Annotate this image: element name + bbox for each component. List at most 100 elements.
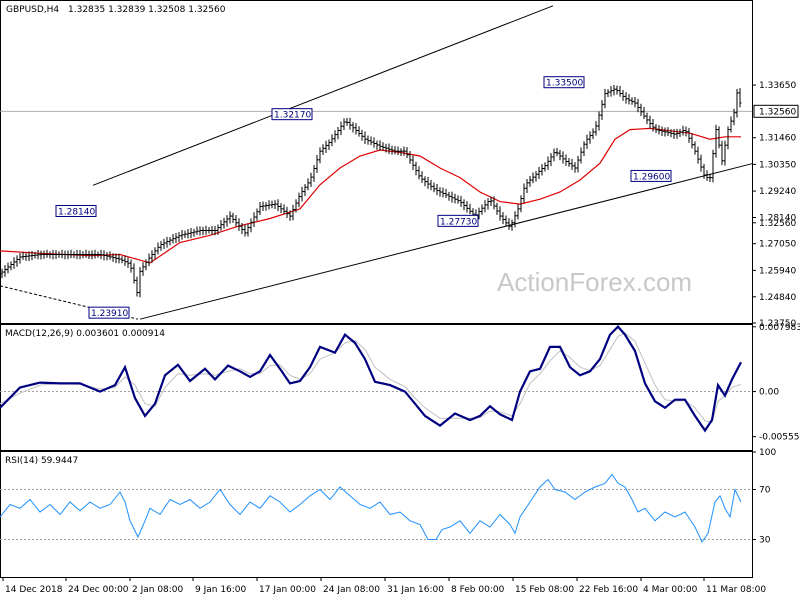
price-bar (267, 200, 271, 210)
price-bar (522, 183, 526, 204)
price-tick-label: 1.29240 (759, 187, 796, 197)
price-bar (393, 145, 397, 155)
macd-tick-label: -0.005559 (759, 433, 800, 443)
price-bar (138, 267, 142, 298)
price-bar (699, 154, 703, 172)
price-bar (288, 210, 292, 221)
price-bar (681, 125, 685, 136)
price-bar (186, 229, 190, 239)
rsi-tick-label: 100 (759, 448, 776, 458)
watermark: ActionForex.com (497, 267, 692, 297)
price-bar (24, 252, 28, 261)
price-bar (84, 249, 88, 258)
price-bar (660, 126, 664, 137)
price-bar (447, 191, 451, 201)
price-bar (156, 242, 160, 255)
price-bar (150, 250, 154, 263)
price-bar (510, 219, 514, 231)
price-bar (168, 237, 172, 246)
price-bar (420, 171, 424, 183)
price-bar (543, 162, 547, 172)
price-bar (120, 256, 124, 264)
price-bar (75, 249, 79, 260)
price-bar (135, 276, 139, 297)
price-bar (99, 249, 103, 260)
price-bar (354, 123, 358, 135)
price-bar (279, 203, 283, 213)
rsi-line (0, 473, 742, 544)
price-bar (105, 252, 109, 261)
price-bar (132, 263, 136, 284)
price-bar (567, 158, 571, 167)
price-bar (9, 261, 13, 271)
price-bar (600, 100, 604, 120)
price-bar (642, 106, 646, 120)
price-bar (147, 253, 151, 267)
price-bar (6, 262, 10, 274)
price-bar (714, 124, 718, 158)
price-bar (492, 196, 496, 210)
channel-lower-line (139, 163, 753, 320)
price-bar (66, 250, 70, 260)
x-tick-label: 24 Jan 08:00 (323, 585, 380, 595)
price-bar (165, 236, 169, 248)
x-tick-label: 11 Mar 08:00 (706, 585, 766, 595)
price-annotation-box (630, 169, 672, 182)
price-tick-label: 1.27050 (759, 240, 796, 250)
price-bar (534, 171, 538, 182)
price-bar (270, 200, 274, 209)
channel-upper-line (92, 5, 554, 186)
price-bar (153, 247, 157, 260)
macd-layer (0, 324, 752, 433)
price-bar (96, 251, 100, 258)
price-bar (402, 146, 406, 156)
price-bar (306, 178, 310, 191)
price-bar (18, 253, 22, 264)
price-bar (552, 148, 556, 162)
price-bar (717, 126, 721, 149)
ohlc-readout: 1.32835 1.32839 1.32508 1.32560 (68, 5, 226, 15)
price-bar (378, 140, 382, 151)
price-annotation-label: 1.23910 (91, 309, 128, 319)
rsi-tick-label: 70 (759, 486, 771, 496)
price-bar (408, 151, 412, 164)
price-bar (282, 204, 286, 215)
price-bar (453, 193, 457, 204)
price-bar (444, 188, 448, 199)
price-bar (462, 199, 466, 211)
x-tick-label: 31 Jan 16:00 (387, 585, 444, 595)
price-bar (123, 255, 127, 266)
price-bar (372, 137, 376, 148)
price-bar (708, 173, 712, 183)
price-bar (423, 176, 427, 187)
price-bar (630, 97, 634, 105)
price-bar (249, 218, 253, 233)
price-bar (360, 129, 364, 141)
price-bar (3, 265, 7, 277)
price-bar (459, 195, 463, 207)
price-bar (276, 199, 280, 212)
price-bar (369, 136, 373, 146)
price-bar (675, 128, 679, 139)
price-bar (174, 233, 178, 244)
price-bar (63, 250, 67, 260)
price-bar (603, 88, 607, 109)
price-annotation-box (88, 306, 130, 319)
price-bar (429, 179, 433, 191)
price-bar (240, 222, 244, 235)
price-bar (606, 89, 610, 97)
price-bar (54, 250, 58, 260)
price-bar (36, 249, 40, 260)
price-bar (636, 98, 640, 113)
price-bar (129, 259, 133, 273)
price-bar (57, 251, 61, 258)
price-bar (654, 124, 658, 133)
macd-tick-label: 0.007983 (759, 323, 800, 333)
rsi-panel (0, 451, 753, 578)
price-bar (426, 176, 430, 189)
price-bar (729, 116, 733, 133)
price-bar (201, 226, 205, 236)
price-bar (42, 250, 46, 259)
rsi-title: RSI(14) 59.9447 (5, 456, 78, 466)
price-bar (321, 144, 325, 155)
